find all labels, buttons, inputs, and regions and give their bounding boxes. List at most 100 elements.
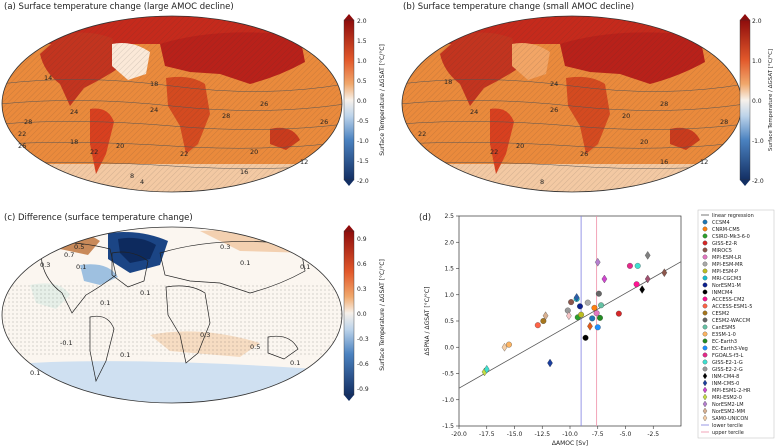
data-point xyxy=(501,342,508,352)
y-tick-label: -0.5 xyxy=(442,371,454,378)
legend-swatch xyxy=(702,254,708,260)
x-tick-label: -15.0 xyxy=(507,431,523,438)
legend-label: INM-CM4-8 xyxy=(712,374,739,380)
colorbar-tick: 1.5 xyxy=(357,38,367,45)
x-tick-label: -7.5 xyxy=(592,431,604,438)
colorbar-tick: -0.6 xyxy=(357,361,369,368)
y-axis-label: ΔSPNA / ΔGSAT [°C/°C] xyxy=(424,287,431,356)
colorbar-tick: 0.5 xyxy=(357,78,367,85)
legend-label: upper tercile xyxy=(712,430,744,436)
legend-swatch xyxy=(702,233,708,239)
legend-label: NorESM1-M xyxy=(712,283,741,289)
legend-swatch xyxy=(702,275,708,281)
colorbar-tick: -2.0 xyxy=(357,178,369,185)
data-point xyxy=(540,318,547,324)
contour-label: 0.5 xyxy=(74,243,84,251)
colorbar-tick: 0.9 xyxy=(357,236,367,243)
x-axis-label: ΔAMOC [Sv] xyxy=(552,440,588,447)
data-point xyxy=(594,257,601,267)
contour-label: 0.1 xyxy=(300,263,310,271)
data-point xyxy=(644,274,651,284)
contour-label: 20 xyxy=(516,142,524,150)
x-tick-label: -20.0 xyxy=(451,431,467,438)
contour-label: 0.3 xyxy=(200,331,210,339)
legend-swatch xyxy=(702,317,708,323)
colorbar-tick: 0.0 xyxy=(357,98,367,105)
colorbar-tick: 0.3 xyxy=(357,286,367,293)
legend-swatch xyxy=(702,372,708,380)
contour-label: 8 xyxy=(540,178,544,186)
colorbar-tick: -1.0 xyxy=(357,138,369,145)
legend-label: ACCESS-CM2 xyxy=(712,297,745,303)
contour-label: 28 xyxy=(222,112,230,120)
legend-swatch xyxy=(702,282,708,288)
legend-swatch xyxy=(702,303,708,309)
colorbar-tick: 1.0 xyxy=(357,58,367,65)
legend-swatch xyxy=(702,338,708,344)
legend-label: EC-Earth3 xyxy=(712,339,737,345)
data-point xyxy=(601,274,608,284)
data-point xyxy=(584,299,591,306)
legend-swatch xyxy=(702,379,708,387)
x-tick-label: -2.5 xyxy=(647,431,659,438)
data-point xyxy=(547,358,553,368)
contour-label: 28 xyxy=(720,118,728,126)
colorbar-label: Surface Temperature / ΔGSAT [°C/°C] xyxy=(379,44,386,156)
legend-swatch xyxy=(702,324,708,330)
colorbar-tick: -0.5 xyxy=(357,118,369,125)
data-point xyxy=(593,310,600,317)
legend-label: GISS-E2-R xyxy=(712,241,738,247)
legend-label: MPI-ESM-MR xyxy=(712,262,743,268)
legend-label: FGOALS-f3-L xyxy=(712,353,744,359)
data-point xyxy=(483,365,490,374)
contour-label: 26 xyxy=(260,100,268,108)
legend-label: GISS-E2-2-G xyxy=(712,367,743,373)
data-point xyxy=(598,302,605,309)
data-point xyxy=(661,268,668,277)
regression-line xyxy=(458,261,682,389)
contour-label: 26 xyxy=(320,118,328,126)
panel-b-title: (b) Surface temperature change (small AM… xyxy=(403,2,635,12)
colorbar-tick: 2.0 xyxy=(752,18,762,25)
map-panel-b: 18 24 26 28 24 20 20 22 28 26 22 20 16 8… xyxy=(401,15,743,193)
contour-label: 24 xyxy=(550,80,558,88)
legend-swatch xyxy=(702,268,708,274)
legend-label: CCSM4 xyxy=(712,220,730,226)
colorbar-label: Surface Temperature / ΔGSAT [°C/°C] xyxy=(768,49,774,151)
contour-label: 22 xyxy=(418,130,426,138)
legend-swatch xyxy=(702,366,708,372)
contour-label: 4 xyxy=(140,178,144,186)
contour-label: 22 xyxy=(18,130,26,138)
contour-label: 14 xyxy=(44,74,52,82)
contour-label: 18 xyxy=(444,78,452,86)
y-tick-label: 1.5 xyxy=(444,266,454,273)
data-point xyxy=(639,285,645,294)
contour-label: 8 xyxy=(130,172,134,180)
legend-label: CanESM5 xyxy=(712,325,736,331)
legend-label: ACCESS-ESM1-5 xyxy=(712,304,752,310)
data-point xyxy=(626,262,633,269)
panel-d-label: (d) xyxy=(419,213,431,223)
legend-swatch xyxy=(702,352,708,358)
contour-label: 0.5 xyxy=(250,343,260,351)
data-point xyxy=(505,341,512,348)
legend-swatch xyxy=(702,219,708,225)
legend-label: MIROC5 xyxy=(712,248,732,254)
contour-label: 0.1 xyxy=(100,299,110,307)
data-point xyxy=(615,310,622,317)
contour-label: 0.1 xyxy=(76,263,86,271)
legend-label: E3SM-1-0 xyxy=(712,332,736,338)
x-tick-label: -12.5 xyxy=(534,431,550,438)
legend-label: EC-Earth3-Veg xyxy=(712,346,748,352)
colorbar-tick: -1.0 xyxy=(752,138,764,145)
colorbar-label: Surface Temperature / ΔGSAT [°C/°C] xyxy=(379,259,386,371)
contour-label: 0.1 xyxy=(290,359,300,367)
y-tick-label: 1.0 xyxy=(444,292,454,299)
colorbar-tick: -1.5 xyxy=(357,158,369,165)
colorbar-tick: 1.0 xyxy=(752,58,762,65)
y-tick-label: -1.5 xyxy=(442,423,454,430)
legend-swatch xyxy=(702,386,708,394)
legend-label: CESM2-WACCM xyxy=(712,318,750,324)
legend-box xyxy=(697,209,775,439)
legend-swatch xyxy=(702,261,708,267)
